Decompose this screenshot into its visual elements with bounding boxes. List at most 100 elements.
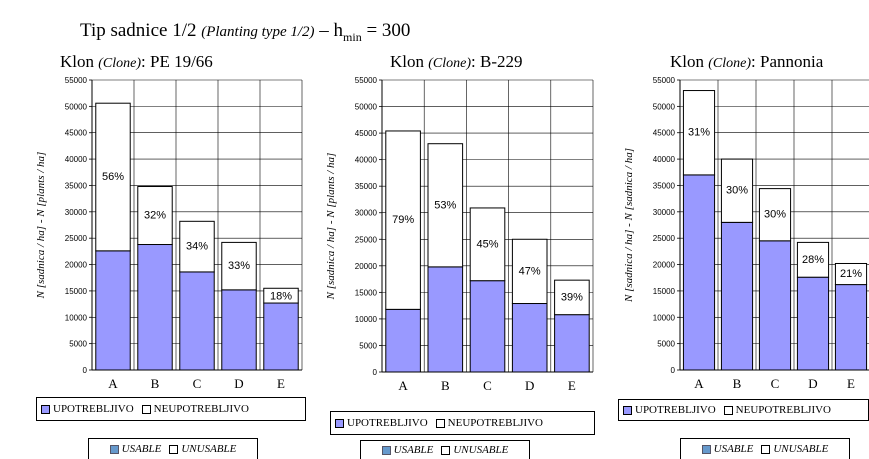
y-tick-label: 45000 [653,129,676,138]
x-tick-label: C [771,376,780,391]
y-tick-label: 0 [671,366,676,375]
y-tick-label: 15000 [653,287,676,296]
y-tick-label: 25000 [65,234,88,243]
data-label-bg [186,239,208,252]
data-label: 30% [726,185,748,197]
x-tick-label: D [234,376,243,391]
data-label: 39% [561,291,583,303]
data-label: 45% [476,238,498,250]
usable-swatch-icon [701,444,711,454]
data-label-bg [518,264,541,277]
y-tick-label: 55000 [355,76,378,85]
y-tick-label: 10000 [355,315,378,324]
y-tick-label: 0 [83,366,88,375]
y-axis-label: N [sadnica / ha] - N [plants / ha] [35,152,47,300]
y-tick-label: 45000 [355,129,378,138]
bar-usable-a [682,174,716,371]
unusable-swatch-icon [141,404,151,414]
legend-usable-en: USABLE [701,443,753,455]
bar-usable-b [137,244,173,371]
stacked-bar-chart: 0 5000 10000 15000 20000 25000 30000 35000 40000… [623,76,869,391]
legend-unusable: NEUPOTREBLJIVO [435,417,543,429]
data-label: 30% [764,209,786,221]
x-tick-label: D [808,376,817,391]
y-tick-label: 50000 [355,103,378,112]
y-tick-label: 10000 [65,313,88,322]
legend-usable: UPOTREBLJIVO [41,403,134,415]
title-suffix-text: = 300 [366,20,411,41]
legend-english: USABLE UNUSABLE [680,438,850,459]
bar-usable-e [834,284,868,371]
x-tick-label: E [568,378,576,393]
unusable-swatch-icon [441,445,451,455]
y-axis-label: N [sadnica / ha] - N [plants / ha] [325,153,337,301]
bar-usable-e [554,314,590,373]
usable-swatch-icon [381,445,391,455]
data-label-bg [688,125,710,138]
title-text: Tip sadnice 1/2 [80,20,197,41]
usable-swatch-icon [41,404,50,414]
y-tick-label: 55000 [65,76,88,85]
data-label: 32% [144,210,166,222]
title-italic-text: (Planting type 1/2) [201,24,315,40]
x-tick-label: B [733,376,742,391]
bar-usable-b [427,266,464,373]
data-label-bg [228,259,250,272]
legend-unusable-en: UNUSABLE [441,444,508,456]
data-label: 31% [688,127,710,139]
y-tick-label: 40000 [653,155,676,164]
data-label-bg [840,267,862,280]
usable-swatch-icon [623,405,632,415]
bar-usable-b [720,221,754,371]
y-tick-label: 30000 [653,208,676,217]
x-tick-label: A [398,378,408,393]
unusable-swatch-icon [169,444,179,454]
unusable-swatch-icon [435,418,445,428]
y-tick-label: 5000 [359,341,377,350]
data-label: 79% [392,214,414,226]
y-tick-label: 0 [373,368,378,377]
usable-swatch-icon [335,418,344,428]
legend-serbian: UPOTREBLJIVO NEUPOTREBLJIVO [618,399,869,421]
y-tick-label: 20000 [65,261,88,270]
y-tick-label: 45000 [65,129,88,138]
y-tick-label: 40000 [65,155,88,164]
title-dash-text: – h [319,20,344,41]
data-label-bg [726,183,748,196]
usable-swatch-icon [109,444,119,454]
legend-unusable-en: UNUSABLE [761,443,828,455]
data-label: 53% [434,199,456,211]
data-label: 21% [840,268,862,280]
y-axis-label: N [sadnica / ha] - N [sadnica / ha] [623,148,635,303]
legend-usable-en: USABLE [381,444,433,456]
data-label: 34% [186,241,208,253]
unusable-swatch-icon [723,405,733,415]
y-tick-label: 15000 [355,288,378,297]
x-tick-label: E [277,376,285,391]
x-tick-label: B [441,378,450,393]
y-tick-label: 55000 [653,76,676,85]
legend-usable: UPOTREBLJIVO [335,417,428,429]
y-tick-label: 25000 [355,235,378,244]
y-tick-label: 50000 [65,102,88,111]
data-label: 47% [519,265,541,277]
x-tick-label: B [151,376,160,391]
title-subscript: min [343,29,362,44]
x-tick-label: A [108,376,118,391]
y-tick-label: 35000 [355,182,378,191]
x-tick-label: E [847,376,855,391]
legend-serbian: UPOTREBLJIVO NEUPOTREBLJIVO [36,397,306,421]
legend-usable: UPOTREBLJIVO [623,404,716,416]
legend-unusable-en: UNUSABLE [169,443,236,455]
data-label: 18% [270,290,292,302]
y-tick-label: 40000 [355,156,378,165]
stacked-bar-chart: 0 5000 10000 15000 20000 25000 30000 35000 40000… [325,76,594,393]
data-label-bg [144,208,166,221]
legend-unusable: NEUPOTREBLJIVO [723,404,831,416]
data-label: 33% [228,260,250,272]
legend-serbian: UPOTREBLJIVO NEUPOTREBLJIVO [330,411,595,435]
figure-title: Tip sadnice 1/2 (Planting type 1/2) – hm… [80,20,410,45]
y-tick-label: 20000 [355,262,378,271]
x-tick-label: D [525,378,534,393]
